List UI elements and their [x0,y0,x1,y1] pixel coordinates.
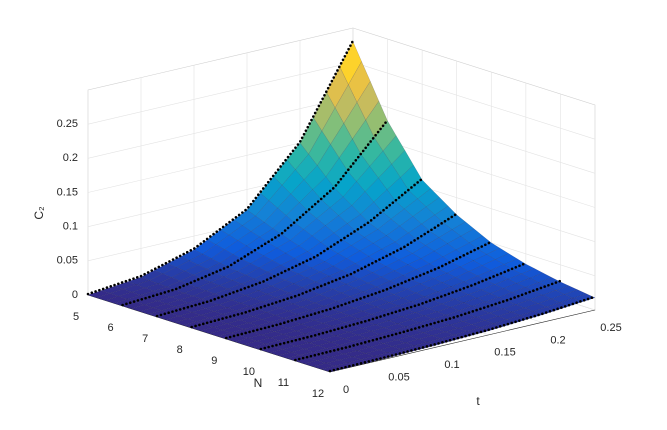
surface [87,41,596,373]
labels: 0 0.05 0.1 0.15 0.2 0.25 5 6 7 8 9 10 11 12 0 0.05 0.1 0.… [57,118,622,400]
dotted-curve [294,279,562,362]
x-tick-label: 6 [108,322,114,334]
z-tick-label: 0.05 [57,255,78,267]
x-tick-label: 10 [243,366,255,378]
dotted-curve [190,212,459,329]
x-tick-label: 8 [177,344,183,356]
z-tick-label: 0.25 [57,118,78,130]
dotted-curve [328,295,597,373]
dotted-curve [86,39,355,296]
dotted-curves [86,39,597,373]
dotted-curve [259,261,528,351]
x-tick-label: 11 [278,377,289,389]
surface-patch [360,356,384,363]
y-tick-label: 0.1 [444,359,459,371]
x-tick-label: 9 [211,355,217,367]
z-axis-label: C₂ [32,206,46,220]
surface-patch [559,298,583,307]
x-tick-label: 5 [73,311,79,323]
y-tick-label: 0 [343,384,349,396]
x-axis-label: N [254,376,263,390]
z-tick-label: 0.15 [57,186,78,198]
y-tick-label: 0.2 [550,334,565,346]
x-tick-label: 12 [312,388,324,400]
y-axis-label: t [476,394,480,408]
z-grid-line [87,61,354,125]
axis-line [329,309,596,373]
z-tick-label: 0.1 [63,221,78,233]
z-grid-line [352,96,596,174]
surface-patch [426,338,450,346]
y-tick-label: 0.15 [494,347,515,359]
x-tick-label: 7 [142,333,148,345]
y-tick-label: 0.05 [388,372,409,384]
dotted-curve [121,118,389,307]
z-tick-label: 0 [72,289,78,301]
surface-patch [320,365,344,373]
z-grid-line [87,96,354,159]
dotted-curve [155,177,424,318]
y-tick-label: 0.25 [600,322,621,334]
z-tick-label: 0.2 [63,152,78,164]
z-grid-line [352,61,596,140]
